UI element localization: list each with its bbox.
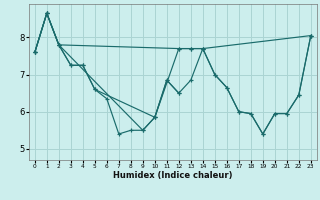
X-axis label: Humidex (Indice chaleur): Humidex (Indice chaleur) [113, 171, 233, 180]
